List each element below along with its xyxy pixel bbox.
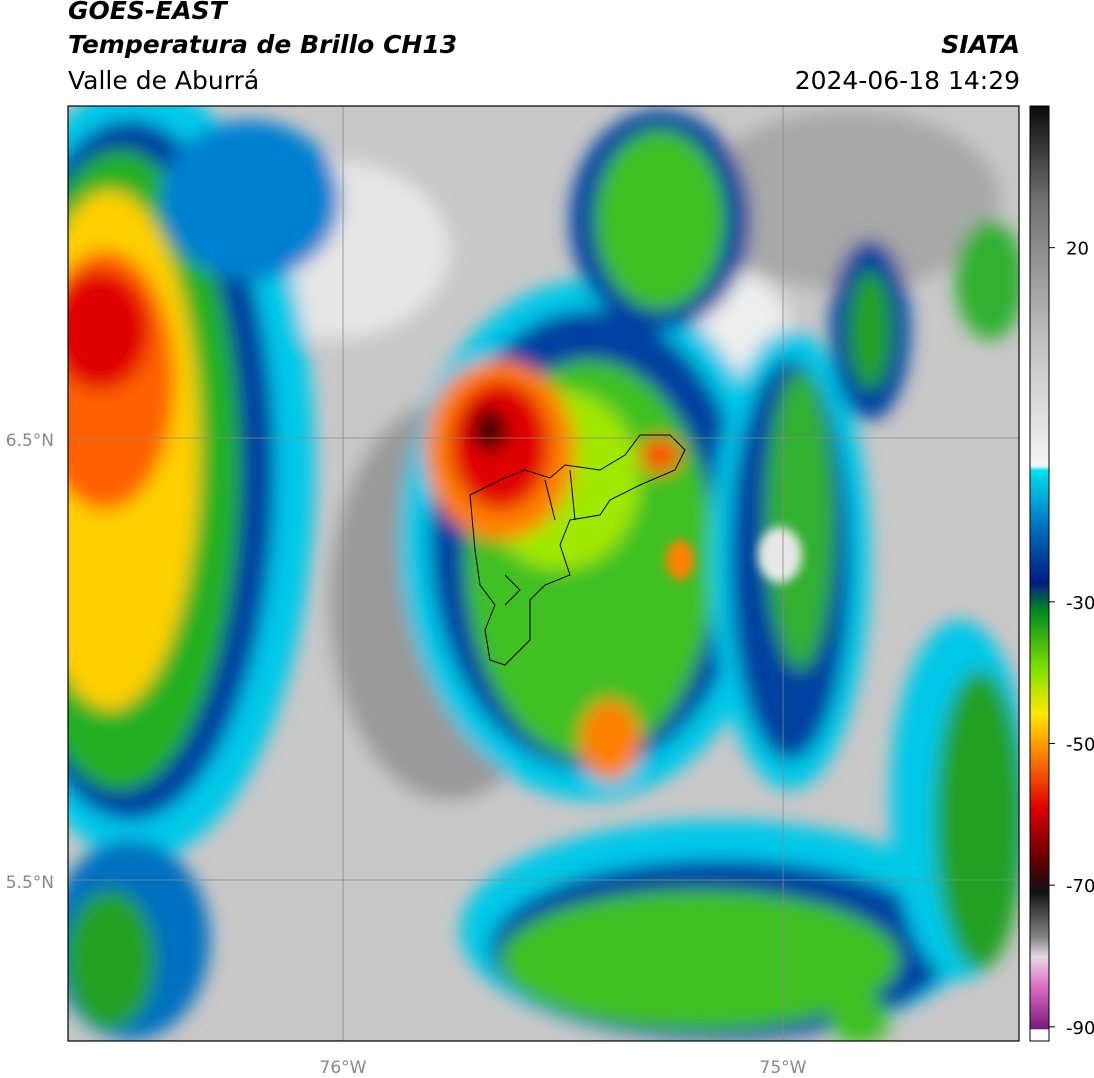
product-title: Temperatura de Brillo CH13 [68, 30, 458, 59]
colorbar-tick-label: -90 [1066, 1018, 1094, 1039]
lat-label: 6.5°N [6, 431, 54, 451]
map-frame [67, 105, 1020, 1042]
colorbar-tick-label: 20 [1066, 239, 1089, 260]
satellite-title: GOES-EAST [68, 0, 227, 25]
lon-label: 75°W [760, 1058, 807, 1078]
datetime-label: 2024-06-18 14:29 [794, 66, 1020, 95]
colorbar-tick-label: -50 [1066, 735, 1094, 756]
lat-label: 5.5°N [6, 873, 54, 893]
region-label: Valle de Aburrá [68, 66, 260, 95]
lon-label: 76°W [320, 1058, 367, 1078]
satellite-image [68, 106, 1019, 1041]
colorbar-tick-label: -30 [1066, 593, 1094, 614]
colorbar [1029, 105, 1050, 1042]
source-label: SIATA [941, 30, 1020, 59]
colorbar-tick-label: -70 [1066, 876, 1094, 897]
